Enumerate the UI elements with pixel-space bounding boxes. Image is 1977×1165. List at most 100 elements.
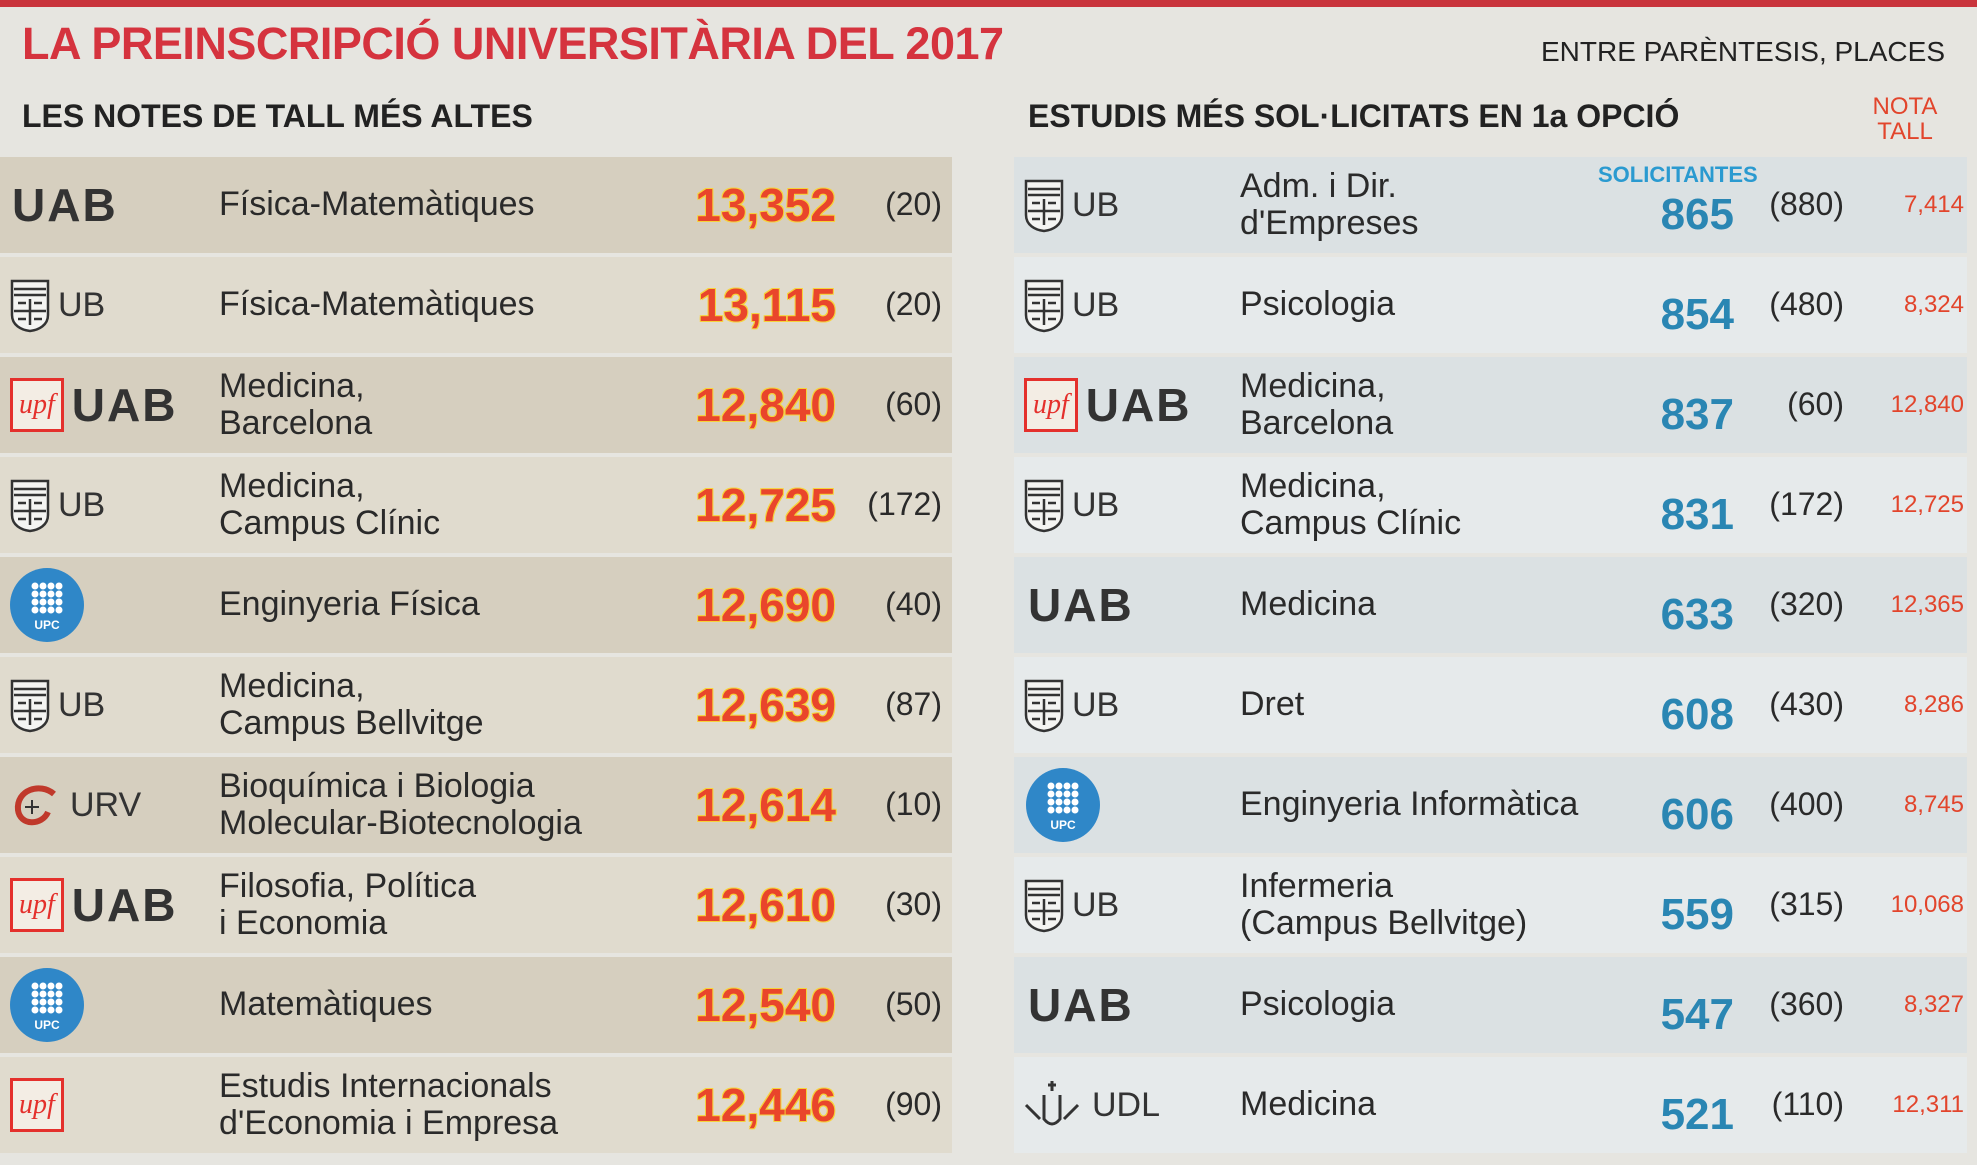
shield xyxy=(10,677,50,733)
logo-text: UB xyxy=(1072,285,1120,324)
shield xyxy=(10,277,50,333)
grade: 12,311 xyxy=(1892,1090,1964,1118)
applicants-header: SOLICITANTES xyxy=(1598,162,1758,187)
right-row: Adm. i Dir. d'Empreses 865 (880) 7,414 xyxy=(1014,157,1967,253)
logo-text: UAB xyxy=(71,879,178,931)
upc-logo: UPC xyxy=(1026,768,1100,842)
left-row: Medicina, Barcelona 12,840 (60) xyxy=(0,357,952,453)
logo-text: UPC xyxy=(34,1018,60,1032)
grade: 12,540 xyxy=(695,978,836,1031)
grade: 12,690 xyxy=(695,578,836,631)
logo-text: UB xyxy=(1072,485,1120,524)
right-title: ESTUDIS MÉS SOL·LICITATS EN 1a OPCIÓ xyxy=(1028,98,1680,134)
grade: 10,068 xyxy=(1890,890,1964,918)
places: (315) xyxy=(1769,886,1844,923)
logo: upf UAB xyxy=(1024,357,1191,453)
shield xyxy=(1024,277,1064,333)
logo: upf UAB xyxy=(10,857,177,953)
logo-text: UPC xyxy=(1050,818,1076,832)
logo: UB xyxy=(10,257,105,353)
logo-text: UB xyxy=(58,685,106,724)
logo-text: UDL xyxy=(1092,1085,1161,1124)
applicants: 547 xyxy=(1660,989,1734,1039)
grade: 12,840 xyxy=(1890,390,1964,418)
logo: UB xyxy=(1024,657,1119,753)
study: Bioquímica i Biologia Molecular-Biotecno… xyxy=(219,766,582,842)
logo: UB xyxy=(10,457,105,553)
udl-icon xyxy=(1024,1081,1080,1126)
logo-text: UB xyxy=(1072,185,1120,224)
study: Medicina, Campus Clínic xyxy=(1240,466,1462,542)
logo: UB xyxy=(1024,457,1119,553)
top-bar xyxy=(0,0,1977,7)
study: Matemàtiques xyxy=(219,985,433,1024)
grade: 12,725 xyxy=(695,478,836,531)
right-row: Medicina 633 (320) 12,365 xyxy=(1014,557,1967,653)
logo: upf UAB xyxy=(10,357,177,453)
left-row: Medicina, Campus Clínic 12,725 (172) xyxy=(0,457,952,553)
logo-text: UB xyxy=(58,285,106,324)
right-row: Dret 608 (430) 8,286 xyxy=(1014,657,1967,753)
study: Psicologia xyxy=(1240,285,1395,324)
right-row: Infermeria (Campus Bellvitge) 559 (315) 10,… xyxy=(1014,857,1967,953)
places: (20) xyxy=(885,186,942,223)
logo: upf xyxy=(10,1057,64,1153)
grade: 12,365 xyxy=(1890,590,1964,618)
logo-text: UAB xyxy=(71,379,178,431)
study: Física-Matemàtiques xyxy=(219,285,535,324)
grade: 12,725 xyxy=(1890,490,1964,518)
grade-header: NOTA TALL xyxy=(1872,93,1938,146)
left-row: Medicina, Campus Bellvitge 12,639 (87) xyxy=(0,657,952,753)
logo: UAB xyxy=(12,157,118,253)
logo: UPC xyxy=(1026,757,1100,853)
applicants: 633 xyxy=(1660,589,1734,639)
places: (880) xyxy=(1769,186,1844,223)
logo: URV xyxy=(10,757,141,853)
shield xyxy=(1024,877,1064,933)
study: Medicina, Barcelona xyxy=(1240,366,1394,442)
logo-text: UAB xyxy=(12,179,118,231)
grade: 8,324 xyxy=(1903,290,1964,318)
logo-text: UB xyxy=(58,485,106,524)
left-row: Física-Matemàtiques 13,352 (20) xyxy=(0,157,952,253)
grade: 12,614 xyxy=(695,778,836,831)
places: (60) xyxy=(885,386,942,423)
shield xyxy=(1024,177,1064,233)
grade: 12,840 xyxy=(695,378,836,431)
grade: 12,446 xyxy=(695,1078,836,1131)
grade: 8,327 xyxy=(1903,990,1964,1018)
grade: 8,286 xyxy=(1903,690,1964,718)
logo-text: UAB xyxy=(1028,979,1134,1031)
shield xyxy=(1024,477,1064,533)
logo-text: upf xyxy=(10,1078,64,1132)
left-row: Estudis Internacionals d'Economia i Empr… xyxy=(0,1057,952,1153)
logo: UB xyxy=(10,657,105,753)
right-row: Enginyeria Informàtica 606 (400) 8,745 xyxy=(1014,757,1967,853)
applicants: 831 xyxy=(1660,489,1734,539)
applicants: 606 xyxy=(1660,789,1734,839)
places: (110) xyxy=(1771,1086,1844,1123)
study: Infermeria (Campus Bellvitge) xyxy=(1240,866,1528,942)
urv-icon xyxy=(14,785,56,826)
places: (400) xyxy=(1769,786,1844,823)
study: Medicina xyxy=(1240,1085,1377,1124)
applicants: 521 xyxy=(1660,1089,1734,1139)
places: (40) xyxy=(885,586,942,623)
places: (480) xyxy=(1769,286,1844,323)
title: LA PREINSCRIPCIÓ UNIVERSITÀRIA DEL 2017 xyxy=(22,18,1004,69)
logo-text: upf xyxy=(10,378,64,432)
places: (87) xyxy=(885,686,942,723)
applicants: 608 xyxy=(1660,689,1734,739)
study: Adm. i Dir. d'Empreses xyxy=(1240,166,1419,242)
grade: 13,352 xyxy=(695,178,836,231)
logo-text: upf xyxy=(10,878,64,932)
right-row: Psicologia 547 (360) 8,327 xyxy=(1014,957,1967,1053)
places: (320) xyxy=(1769,586,1844,623)
left-row: Física-Matemàtiques 13,115 (20) xyxy=(0,257,952,353)
logo-text: UAB xyxy=(1028,579,1134,631)
grade: 8,745 xyxy=(1903,790,1964,818)
left-row: Matemàtiques 12,540 (50) xyxy=(0,957,952,1053)
applicants: 559 xyxy=(1660,889,1734,939)
left-row: Enginyeria Física 12,690 (40) xyxy=(0,557,952,653)
logo: UPC xyxy=(10,957,84,1053)
